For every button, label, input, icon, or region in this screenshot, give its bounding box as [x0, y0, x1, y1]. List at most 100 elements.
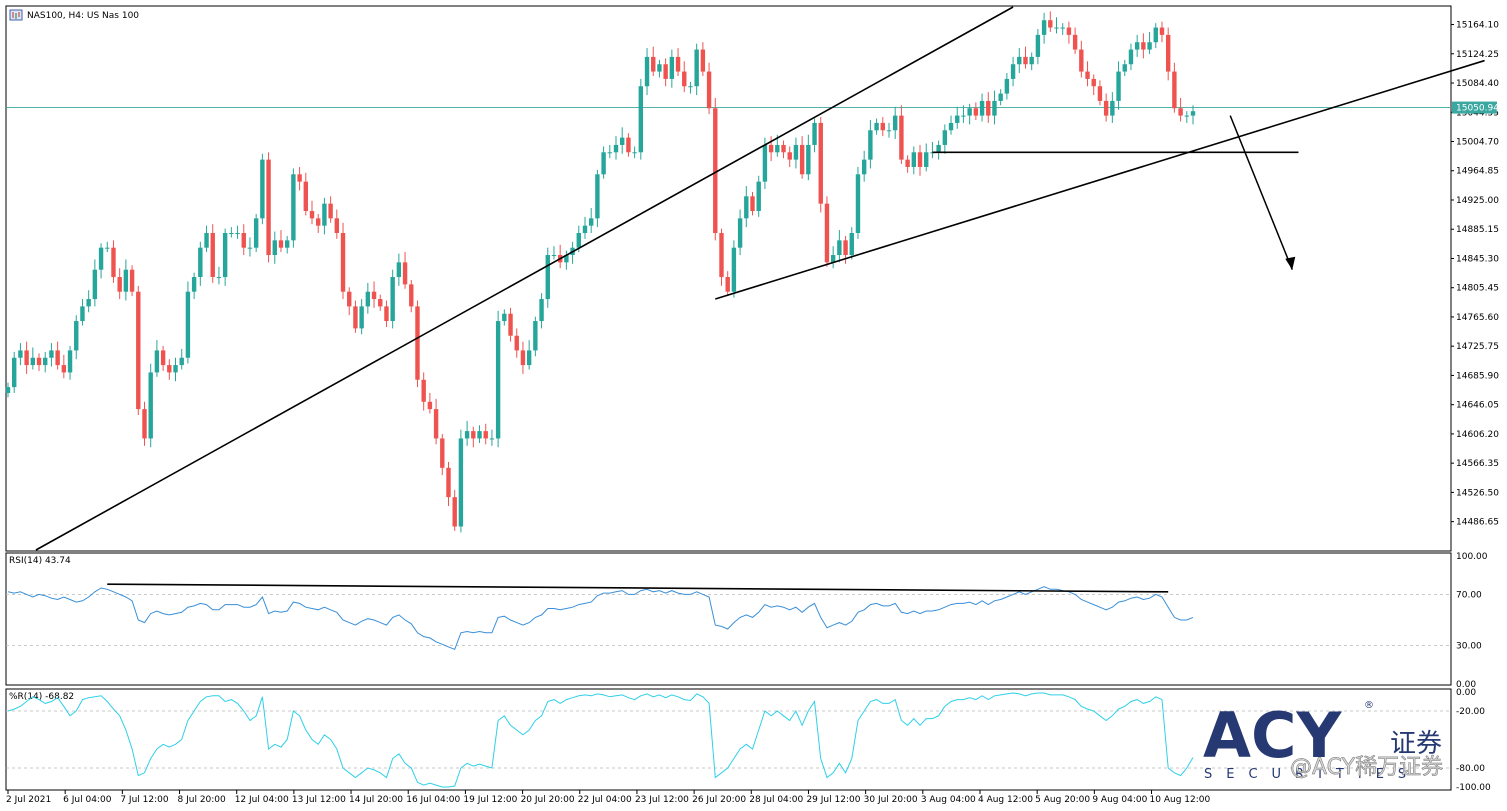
candle-body	[495, 321, 501, 439]
price-tick-label: 14486.65	[1456, 518, 1499, 528]
price-tick-label: 15084.40	[1456, 79, 1499, 89]
candle-body	[905, 159, 910, 167]
price-tick-label: 14685.90	[1456, 371, 1499, 381]
candle-body	[204, 233, 209, 248]
candle-body	[384, 306, 389, 322]
candle-body	[855, 174, 861, 234]
price-tick-label: 14845.30	[1456, 254, 1499, 264]
price-tick-label: 14725.75	[1456, 342, 1499, 352]
candle-body	[564, 255, 569, 263]
candle-body	[744, 196, 749, 219]
candle-body	[502, 313, 507, 322]
candle-body	[706, 71, 712, 109]
candle-body	[291, 174, 296, 241]
x-tick-label: 13 Jul 12:00	[292, 795, 346, 805]
candle-body	[452, 497, 457, 527]
candle-body	[955, 115, 960, 123]
candle-body	[464, 431, 470, 439]
candle-body	[247, 247, 253, 249]
y-axis: 100.00 70.00 30.00 0.000.00 -20.00 -80.00 -100…	[1451, 21, 1499, 793]
main-plot	[5, 6, 1485, 551]
candle-body	[340, 233, 346, 292]
candle-body	[892, 115, 898, 131]
candle-body	[1091, 78, 1096, 87]
candle-body	[967, 108, 972, 116]
candle-body	[1184, 115, 1189, 117]
candle-body	[613, 144, 619, 153]
candle-body	[868, 130, 873, 160]
candle-body	[1060, 27, 1065, 29]
candle-body	[123, 269, 129, 292]
candle-body	[1128, 49, 1134, 65]
candle-body	[539, 299, 544, 322]
candle-body	[191, 277, 197, 292]
x-tick-label: 20 Jul 20:00	[521, 795, 575, 805]
candle-body	[86, 299, 91, 307]
candle-body	[911, 152, 917, 167]
rsi-title: RSI(14) 43.74	[9, 556, 71, 566]
candle-body	[1159, 27, 1165, 35]
x-tick-label: 2 Jul 2021	[6, 795, 51, 805]
candle-body	[694, 49, 699, 87]
candle-body	[713, 108, 718, 234]
candle-body	[409, 284, 414, 307]
candle-body	[682, 71, 687, 87]
wpr-line	[7, 692, 1194, 788]
candle-body	[508, 313, 513, 336]
x-tick-label: 26 Jul 20:00	[692, 795, 746, 805]
candle-body	[787, 152, 792, 160]
price-tick-label: 14885.15	[1456, 225, 1499, 235]
candle-body	[18, 350, 23, 358]
rsi-trendline	[107, 583, 1169, 593]
x-tick-label: 10 Aug 12:00	[1150, 795, 1211, 805]
candle-body	[136, 291, 141, 410]
candle-body	[24, 350, 29, 366]
candle-body	[626, 137, 631, 153]
candle-body	[347, 291, 352, 307]
candle-body	[489, 438, 495, 440]
candle-body	[446, 467, 451, 498]
candle-body	[36, 357, 42, 366]
candle-body	[520, 350, 526, 366]
candle-body	[942, 130, 948, 145]
candle-body	[297, 174, 302, 182]
candle-body	[973, 108, 979, 116]
weibo-watermark: @ACY稀万证券	[1290, 755, 1443, 780]
candle-body	[886, 130, 892, 132]
candle-body	[253, 218, 259, 248]
candle-body	[961, 115, 966, 117]
candle-body	[669, 56, 675, 79]
candle-body	[632, 152, 637, 154]
x-tick-label: 6 Jul 04:00	[63, 795, 112, 805]
price-tick-label: 15004.70	[1456, 138, 1499, 148]
candle-body	[700, 49, 706, 72]
x-tick-label: 30 Jul 20:00	[864, 795, 918, 805]
x-tick-label: 8 Jul 20:00	[178, 795, 227, 805]
candle-body	[936, 144, 941, 153]
candle-body	[433, 409, 439, 439]
candle-body	[12, 357, 17, 388]
candle-body	[818, 122, 823, 204]
wpr-title: %R(14) -68.82	[9, 692, 74, 702]
price-tick-label: 14765.60	[1456, 313, 1499, 323]
candle-body	[719, 233, 724, 278]
candle-body	[986, 100, 991, 116]
candle-body	[98, 247, 104, 270]
candle-body	[458, 438, 464, 527]
candle-body	[657, 64, 662, 72]
registered-mark: ®	[1364, 700, 1374, 711]
candle-body	[1165, 34, 1171, 72]
candle-body	[359, 306, 364, 329]
price-tick-label: 15124.25	[1456, 50, 1499, 60]
candle-body	[142, 409, 147, 439]
candle-body	[1134, 42, 1140, 50]
rsi-plot	[6, 583, 1451, 651]
candle-body	[49, 350, 54, 358]
projection-arrow-shaft	[1229, 115, 1293, 270]
candle-body	[979, 100, 985, 116]
x-tick-label: 19 Jul 12:00	[463, 795, 517, 805]
candle-body	[396, 262, 402, 278]
candle-body	[1023, 56, 1028, 65]
candle-body	[365, 291, 371, 307]
